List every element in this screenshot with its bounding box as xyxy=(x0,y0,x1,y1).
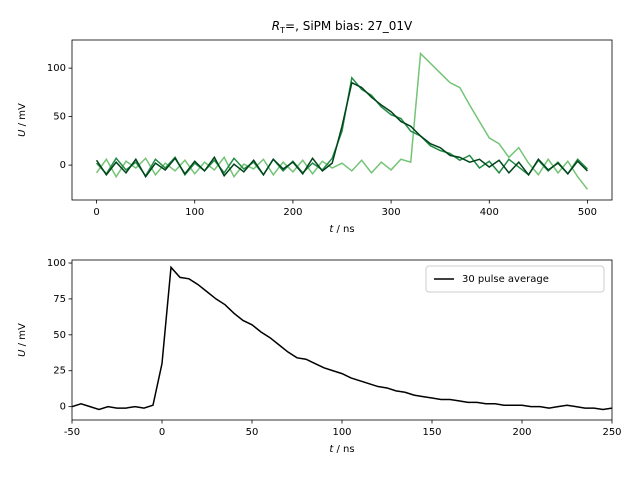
x-tick-label: 250 xyxy=(602,427,621,438)
data-line xyxy=(95,81,588,179)
y-label-unit: / mV xyxy=(17,323,28,349)
title-text: =, SiPM bias: 27_01V xyxy=(285,19,413,33)
title-subscript: T xyxy=(279,26,285,35)
legend-box xyxy=(425,265,605,293)
y-tick-label: 25 xyxy=(53,366,66,377)
x-tick-label: 500 xyxy=(578,207,597,218)
x-tick-label: 400 xyxy=(480,207,499,218)
x-label-symbol: t xyxy=(329,444,334,455)
x-label-unit: / ns xyxy=(333,444,354,455)
x-tick-label: 200 xyxy=(283,207,302,218)
y-label-symbol: U xyxy=(17,129,28,137)
x-tick-label: 100 xyxy=(185,207,204,218)
x-label-unit: / ns xyxy=(333,224,354,235)
data-line xyxy=(95,51,589,190)
axes-frame xyxy=(71,39,613,201)
x-tick-label: 200 xyxy=(512,427,531,438)
y-tick-label: 50 xyxy=(53,112,66,123)
y-tick-label: 50 xyxy=(53,330,66,341)
x-tick-label: 50 xyxy=(246,427,259,438)
y-axis-label: U / mV xyxy=(17,103,28,137)
x-tick-label: 0 xyxy=(93,207,99,218)
y-label-symbol: U xyxy=(17,349,28,357)
x-tick-label: -50 xyxy=(64,427,80,438)
y-tick-label: 0 xyxy=(60,160,66,171)
x-tick-label: 0 xyxy=(159,427,165,438)
y-tick-label: 0 xyxy=(60,402,66,413)
y-tick-label: 75 xyxy=(53,294,66,305)
x-tick-label: 150 xyxy=(422,427,441,438)
chart-title: RT=, SiPM bias: 27_01V xyxy=(272,19,413,35)
data-line xyxy=(72,265,612,411)
y-axis-label: U / mV xyxy=(17,323,28,357)
y-tick-label: 100 xyxy=(47,63,66,74)
x-label-symbol: t xyxy=(329,224,334,235)
x-tick-label: 300 xyxy=(382,207,401,218)
x-axis-label: t / ns xyxy=(329,224,354,235)
x-tick-label: 100 xyxy=(332,427,351,438)
x-axis-label: t / ns xyxy=(329,444,354,455)
y-tick-label: 100 xyxy=(47,258,66,269)
legend-label: 30 pulse average xyxy=(462,274,549,285)
title-symbol: R xyxy=(272,19,280,33)
y-label-unit: / mV xyxy=(17,103,28,129)
